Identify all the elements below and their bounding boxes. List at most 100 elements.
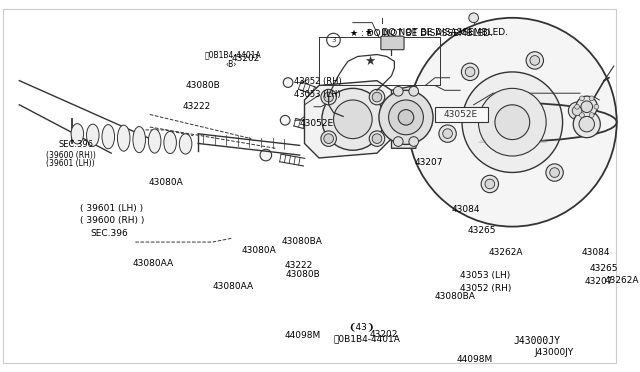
Text: 44098M: 44098M xyxy=(285,331,321,340)
Circle shape xyxy=(372,134,382,144)
Text: J43000JY: J43000JY xyxy=(513,336,561,346)
Circle shape xyxy=(573,110,600,138)
Text: 43080A: 43080A xyxy=(242,246,276,255)
Circle shape xyxy=(333,100,372,139)
Text: 43052 (RH): 43052 (RH) xyxy=(460,284,511,293)
Circle shape xyxy=(394,86,403,96)
Circle shape xyxy=(589,96,594,101)
Text: 43207: 43207 xyxy=(415,158,443,167)
Circle shape xyxy=(594,104,599,109)
Circle shape xyxy=(439,125,456,142)
Circle shape xyxy=(465,67,475,77)
Circle shape xyxy=(530,55,540,65)
Circle shape xyxy=(546,164,563,181)
Polygon shape xyxy=(392,86,426,148)
Ellipse shape xyxy=(118,125,130,151)
Text: 43053 (LH): 43053 (LH) xyxy=(294,90,340,99)
Circle shape xyxy=(388,100,424,135)
Text: 43222: 43222 xyxy=(182,102,211,111)
Text: 43080AA: 43080AA xyxy=(212,282,254,291)
Text: 43084: 43084 xyxy=(452,205,480,214)
Text: 44098M: 44098M xyxy=(456,355,493,363)
Circle shape xyxy=(526,52,543,69)
Text: 43202: 43202 xyxy=(369,330,397,339)
Ellipse shape xyxy=(164,131,177,154)
Circle shape xyxy=(495,105,530,140)
Text: ( 39601 (LH) ): ( 39601 (LH) ) xyxy=(80,204,143,213)
Text: 0B1B4-4401A: 0B1B4-4401A xyxy=(204,50,261,59)
Circle shape xyxy=(284,78,293,87)
Text: 43080BA: 43080BA xyxy=(282,237,323,246)
Ellipse shape xyxy=(71,124,84,144)
Circle shape xyxy=(443,129,452,138)
Ellipse shape xyxy=(102,125,115,149)
Circle shape xyxy=(321,89,337,105)
Circle shape xyxy=(575,104,579,109)
Text: 0B1B4-4401A: 0B1B4-4401A xyxy=(333,334,401,343)
Text: 43207: 43207 xyxy=(585,277,613,286)
Circle shape xyxy=(398,110,413,125)
Circle shape xyxy=(469,13,479,23)
Text: 43265: 43265 xyxy=(467,227,495,235)
Text: 43202: 43202 xyxy=(232,54,260,63)
Text: 43052 (RH): 43052 (RH) xyxy=(294,77,342,86)
Circle shape xyxy=(581,101,593,113)
Circle shape xyxy=(550,168,559,177)
Text: 43053 (LH): 43053 (LH) xyxy=(460,272,510,280)
Ellipse shape xyxy=(148,129,161,153)
Circle shape xyxy=(321,131,337,146)
Text: 43262A: 43262A xyxy=(489,248,524,257)
Circle shape xyxy=(260,149,271,161)
Text: 43262A: 43262A xyxy=(604,276,639,285)
Circle shape xyxy=(324,134,333,144)
Circle shape xyxy=(322,89,384,150)
Ellipse shape xyxy=(133,126,145,153)
Text: 43052E: 43052E xyxy=(444,110,478,119)
Ellipse shape xyxy=(86,124,99,146)
Text: 43080B: 43080B xyxy=(285,270,320,279)
FancyBboxPatch shape xyxy=(381,36,404,50)
Text: 43080BA: 43080BA xyxy=(435,292,476,301)
Text: 43080B: 43080B xyxy=(186,81,220,90)
Circle shape xyxy=(394,137,403,146)
Polygon shape xyxy=(305,81,396,158)
Text: ‹B›: ‹B› xyxy=(226,60,237,69)
Circle shape xyxy=(485,179,495,189)
Circle shape xyxy=(409,86,419,96)
Circle shape xyxy=(369,131,385,146)
Circle shape xyxy=(481,175,499,193)
Text: SEC.396: SEC.396 xyxy=(90,229,127,238)
Text: ★: ★ xyxy=(365,55,376,68)
Text: 3: 3 xyxy=(332,37,336,43)
Circle shape xyxy=(369,89,385,105)
Text: 43222: 43222 xyxy=(284,261,312,270)
Circle shape xyxy=(579,96,584,101)
Circle shape xyxy=(579,113,584,118)
Text: 43084: 43084 xyxy=(582,248,611,257)
Text: 43080A: 43080A xyxy=(148,178,183,187)
Circle shape xyxy=(461,63,479,81)
Text: ( 39600 (RH) ): ( 39600 (RH) ) xyxy=(80,216,145,225)
Circle shape xyxy=(462,72,563,173)
Text: 43052E: 43052E xyxy=(300,119,334,128)
Text: 43265: 43265 xyxy=(589,264,618,273)
Circle shape xyxy=(409,137,419,146)
Text: (39601 (LH)): (39601 (LH)) xyxy=(46,159,95,168)
Ellipse shape xyxy=(179,134,192,154)
Text: ★ : DO NOT BE DISASSEMBLED.: ★ : DO NOT BE DISASSEMBLED. xyxy=(349,29,493,38)
Circle shape xyxy=(579,116,595,132)
Circle shape xyxy=(379,90,433,144)
Circle shape xyxy=(589,113,594,118)
Text: 43080AA: 43080AA xyxy=(133,259,174,268)
Circle shape xyxy=(408,18,617,227)
Text: J43000JY: J43000JY xyxy=(534,348,574,357)
Text: SEC.396: SEC.396 xyxy=(59,140,94,149)
Circle shape xyxy=(572,106,582,116)
FancyBboxPatch shape xyxy=(435,107,488,122)
Text: ❨43❩: ❨43❩ xyxy=(348,323,374,331)
Circle shape xyxy=(568,102,586,119)
Text: ★ : DO NOT BE DISASSEMBLED.: ★ : DO NOT BE DISASSEMBLED. xyxy=(365,28,508,37)
Circle shape xyxy=(372,92,382,102)
Circle shape xyxy=(479,89,546,156)
Circle shape xyxy=(280,115,290,125)
